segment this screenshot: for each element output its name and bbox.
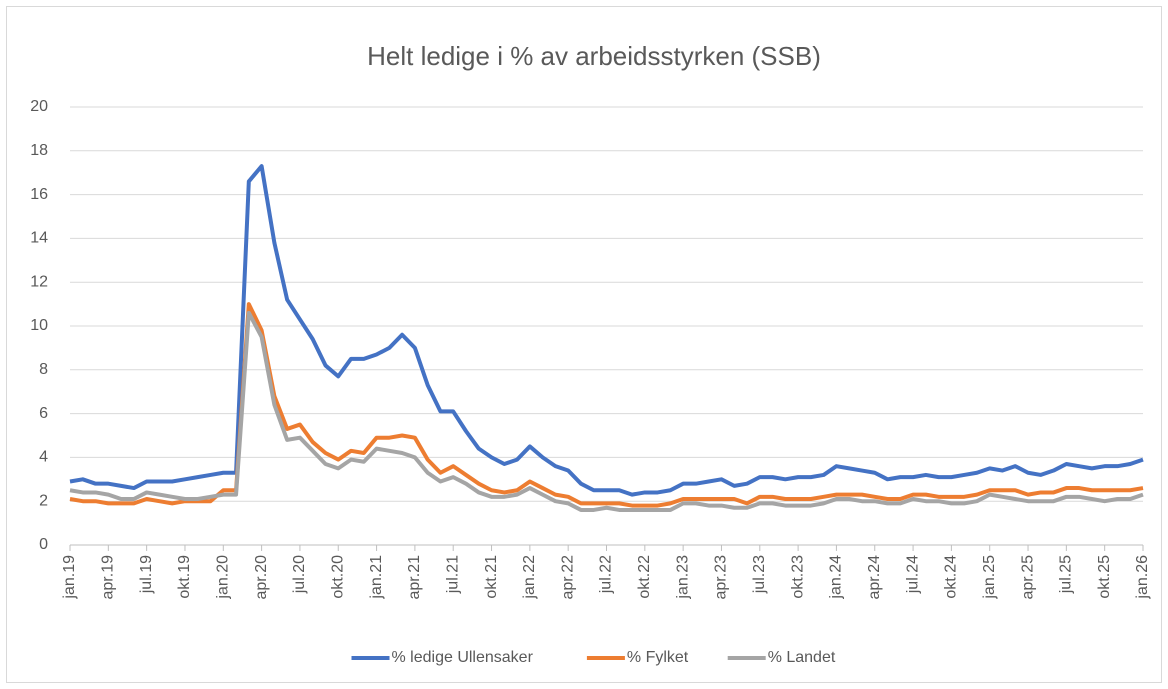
x-tick-label: apr.19 [100,555,117,600]
x-tick-label: jul.21 [444,555,461,594]
x-tick-label: okt.24 [943,555,960,599]
y-tick-label: 18 [30,142,48,159]
chart-title: Helt ledige i % av arbeidsstyrken (SSB) [367,41,821,71]
x-tick-label: jan.22 [521,555,538,600]
legend-label: % Landet [768,649,836,666]
y-tick-label: 20 [30,98,48,115]
y-tick-label: 12 [30,273,48,290]
x-tick-label: jan.21 [368,555,385,600]
y-tick-label: 16 [30,186,48,203]
x-tick-label: apr.23 [713,555,730,600]
y-tick-label: 8 [39,361,48,378]
legend-label: % Fylket [627,649,689,666]
y-tick-label: 2 [39,492,48,509]
x-tick-label: apr.24 [866,555,883,600]
x-tick-label: jan.24 [828,555,845,600]
x-tick-label: jul.22 [598,555,615,594]
y-tick-label: 0 [39,536,48,553]
y-tick-label: 6 [39,405,48,422]
line-series [69,310,1144,512]
x-tick-label: apr.21 [406,555,423,600]
x-tick-label: jan.25 [981,555,998,600]
x-tick-label: jul.23 [751,555,768,594]
x-tick-label: jan.26 [1134,555,1151,600]
x-tick-label: okt.19 [176,555,193,599]
line-series [69,164,1144,497]
x-tick-label: okt.25 [1096,555,1113,599]
x-tick-label: jul.20 [291,555,308,594]
y-tick-label: 10 [30,317,48,334]
legend-label: % ledige Ullensaker [392,649,534,666]
x-tick-label: jul.19 [138,555,155,594]
x-tick-label: okt.22 [636,555,653,599]
x-tick-label: apr.22 [559,555,576,600]
x-tick-label: jul.25 [1058,555,1075,594]
x-tick-label: jul.24 [904,555,921,594]
x-tick-label: okt.20 [329,555,346,599]
line-series [69,302,1144,508]
x-tick-label: jan.19 [61,555,78,600]
chart-border [6,6,1162,683]
x-tick-label: okt.21 [483,555,500,599]
y-tick-label: 4 [39,449,48,466]
x-tick-label: apr.20 [253,555,270,600]
x-tick-label: jan.23 [674,555,691,600]
y-tick-label: 14 [30,230,48,247]
x-tick-label: jan.20 [215,555,232,600]
x-tick-label: apr.25 [1019,555,1036,600]
x-tick-label: okt.23 [789,555,806,599]
